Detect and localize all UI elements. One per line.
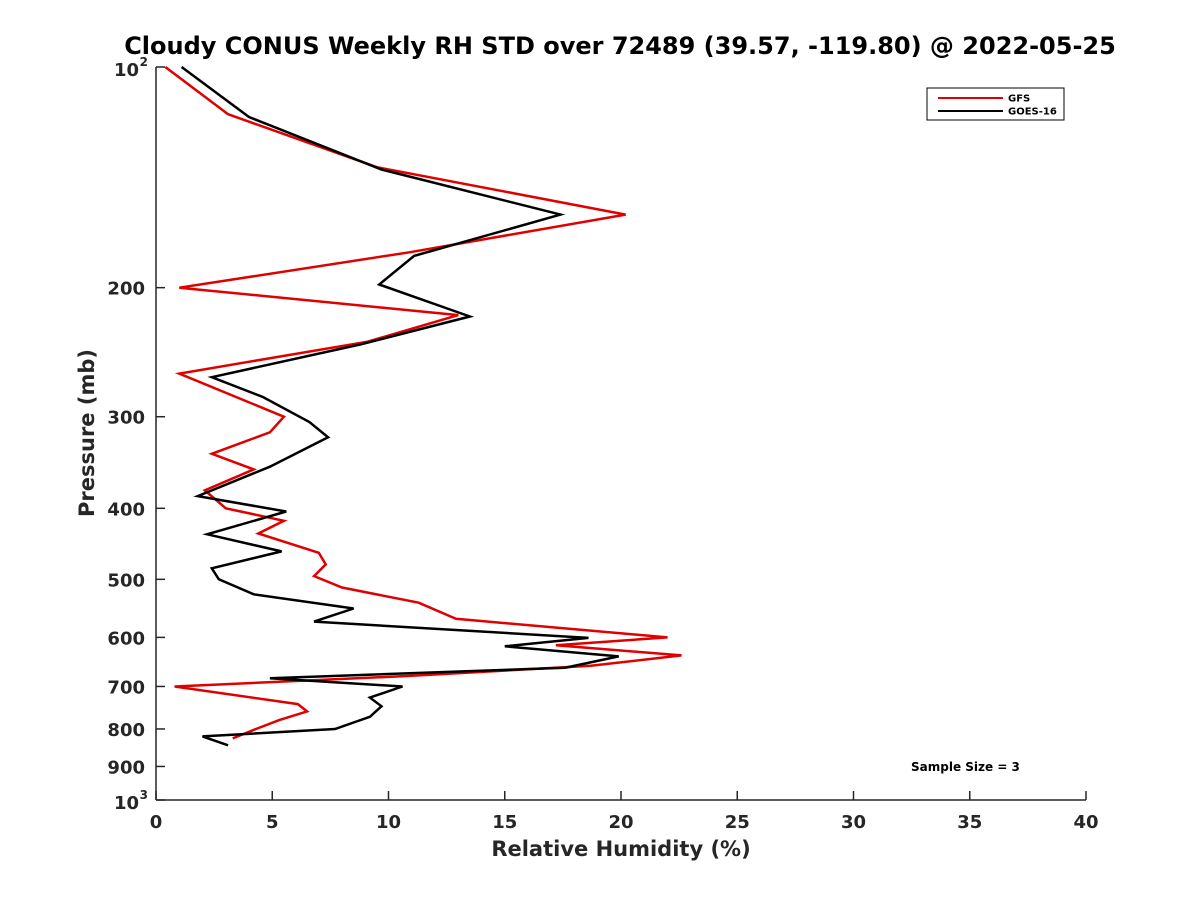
x-tick-label: 35 (957, 812, 982, 833)
y-tick-label: 600 (107, 628, 145, 649)
legend: GFS GOES-16 (926, 87, 1065, 121)
series-line-goes16 (180, 65, 619, 747)
chart-title: Cloudy CONUS Weekly RH STD over 72489 (3… (124, 32, 1116, 60)
legend-label-gfs: GFS (1008, 94, 1030, 105)
y-tick-label: 700 (107, 677, 145, 698)
y-tick-label: 500 (107, 570, 145, 591)
x-tick-label: 15 (492, 812, 517, 833)
y-tick-label: 10 (114, 793, 139, 814)
x-tick-label: 30 (841, 812, 866, 833)
x-tick-label: 20 (608, 812, 633, 833)
x-tick-label: 5 (266, 812, 279, 833)
y-tick-label: 300 (107, 408, 145, 429)
y-tick-label-exponent: 2 (140, 55, 148, 69)
x-tick-label: 10 (376, 812, 401, 833)
series-line-gfs (164, 66, 682, 740)
plot-lines (164, 65, 682, 747)
x-tick-label: 25 (725, 812, 750, 833)
y-tick-label: 10 (114, 60, 139, 81)
legend-box (926, 87, 1065, 121)
x-axis-label: Relative Humidity (%) (491, 837, 750, 861)
y-tick-label: 800 (107, 720, 145, 741)
y-tick-label: 200 (107, 279, 145, 300)
sample-size-annotation: Sample Size = 3 (911, 760, 1020, 774)
y-tick-label: 400 (107, 499, 145, 520)
y-tick-label: 900 (107, 757, 145, 778)
x-ticks: 0 5 10 15 20 25 30 35 40 (150, 791, 1099, 833)
x-tick-label: 40 (1073, 812, 1098, 833)
legend-label-goes16: GOES-16 (1008, 107, 1057, 118)
x-tick-label: 0 (150, 812, 163, 833)
y-tick-label-exponent: 3 (140, 788, 148, 802)
y-axis-label: Pressure (mb) (75, 349, 99, 517)
